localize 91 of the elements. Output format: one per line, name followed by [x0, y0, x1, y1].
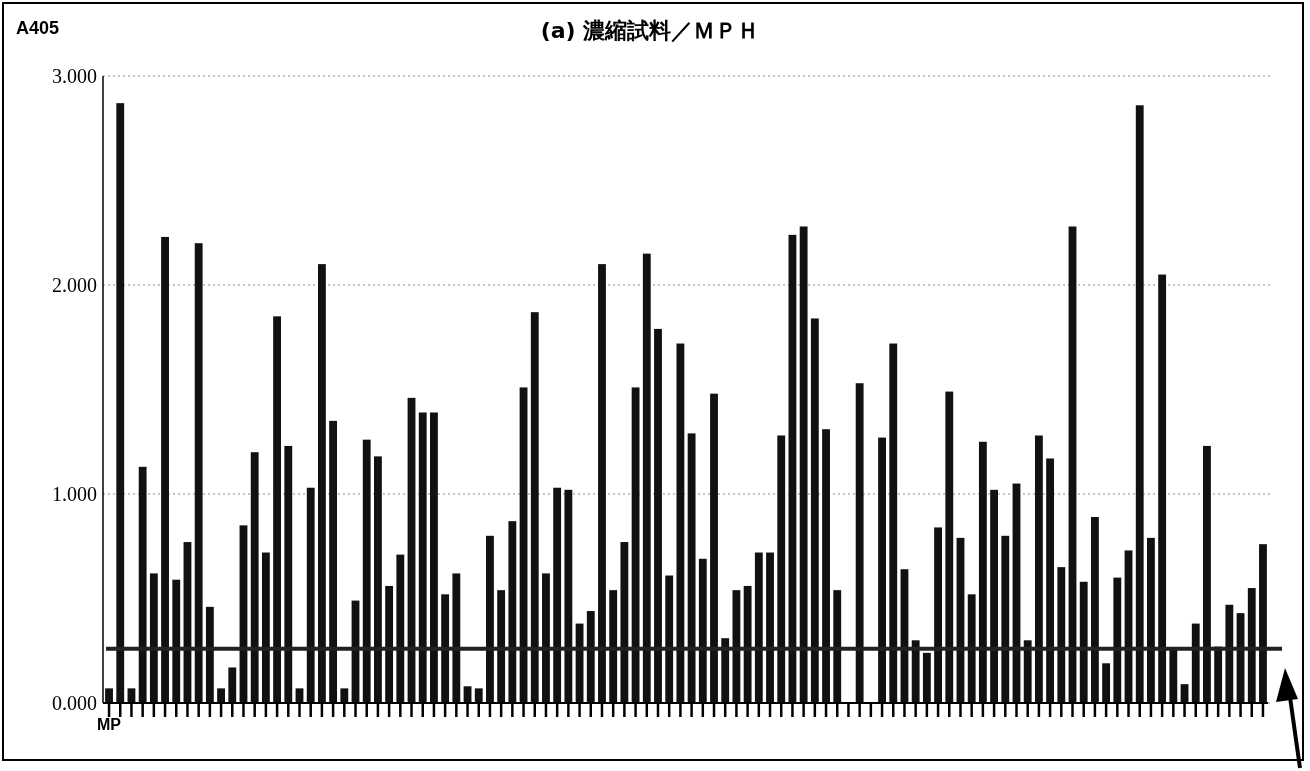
bar [967, 594, 976, 703]
y-tick-label: 2.000 [52, 274, 97, 296]
bar [508, 521, 517, 703]
bar [205, 606, 214, 703]
bar [1090, 516, 1099, 703]
bar [362, 439, 371, 703]
bar [878, 437, 886, 703]
bar [1158, 274, 1167, 703]
bar [777, 435, 786, 703]
bar [934, 527, 942, 703]
bar [1225, 604, 1234, 703]
bar [631, 387, 640, 703]
bar [1259, 544, 1267, 703]
bar [642, 253, 651, 703]
bar [732, 590, 741, 703]
bar [990, 489, 999, 703]
bar [194, 243, 203, 703]
bar [754, 552, 763, 703]
bar [542, 573, 550, 703]
bar [329, 420, 338, 703]
bar [284, 445, 293, 703]
bar [261, 552, 270, 703]
bar [833, 590, 842, 703]
bar [553, 487, 562, 703]
bar [620, 542, 629, 703]
bar [149, 573, 158, 703]
bar [698, 558, 707, 703]
bar [687, 433, 696, 703]
bar [228, 667, 237, 703]
bar [1203, 445, 1211, 703]
bar [799, 226, 808, 703]
y-tick-label: 3.000 [52, 65, 97, 87]
bar [564, 489, 573, 703]
y-tick-label: 1.000 [52, 483, 97, 505]
bar [598, 264, 606, 703]
bar [486, 535, 494, 703]
bar [474, 688, 483, 703]
y-axis-title: A405 [16, 18, 60, 38]
bar [138, 466, 147, 703]
bar [1023, 640, 1032, 703]
y-tick-label: 0.000 [52, 692, 97, 714]
bar [710, 393, 718, 703]
bar [1135, 105, 1144, 703]
bar [1113, 577, 1122, 703]
bar [665, 575, 674, 703]
bar [945, 391, 954, 703]
bar [810, 318, 819, 703]
bar [766, 552, 774, 703]
bar [1191, 623, 1200, 703]
x-tick-label: MP [97, 716, 122, 733]
bar [1169, 648, 1178, 703]
bar [922, 652, 931, 703]
bar [250, 452, 259, 703]
bar [418, 412, 427, 703]
bar [1057, 567, 1066, 703]
bar [721, 638, 730, 703]
bar [743, 585, 752, 703]
bar [497, 590, 506, 703]
bar [586, 611, 595, 703]
bar [172, 579, 181, 703]
bar [317, 264, 326, 703]
bar [1102, 663, 1111, 703]
chart-title: (a) 濃縮試料／ＭＰＨ [540, 18, 760, 43]
bar [396, 554, 405, 703]
bar [911, 640, 920, 703]
bar [340, 688, 349, 703]
bar [1147, 537, 1155, 703]
bar [441, 594, 450, 703]
bar [452, 573, 461, 703]
bar [430, 412, 438, 703]
bar [978, 441, 987, 703]
bar [855, 383, 864, 703]
bar [373, 456, 382, 703]
bar [217, 688, 225, 703]
bar [1247, 588, 1256, 703]
bar [306, 487, 315, 703]
bar [1001, 535, 1010, 703]
bar [273, 316, 282, 703]
bar [889, 343, 898, 703]
bar [1034, 435, 1043, 703]
bar [676, 343, 685, 703]
bar [609, 590, 618, 703]
bar [116, 103, 125, 703]
bar [161, 236, 169, 703]
bar [530, 312, 539, 703]
bar [1079, 581, 1088, 703]
bar [385, 585, 394, 703]
bar [654, 328, 662, 703]
bar [1046, 458, 1055, 703]
bar [822, 429, 830, 703]
bar [105, 688, 113, 703]
